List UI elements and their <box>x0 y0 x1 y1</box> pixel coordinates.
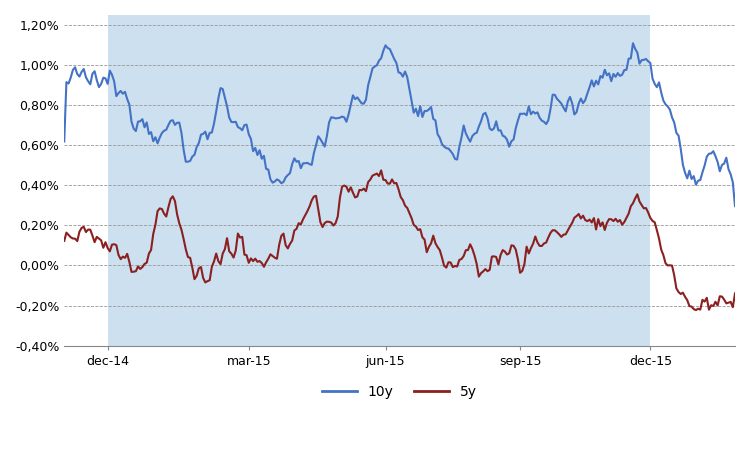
Bar <box>108 15 650 346</box>
Legend: 10y, 5y: 10y, 5y <box>316 380 483 405</box>
